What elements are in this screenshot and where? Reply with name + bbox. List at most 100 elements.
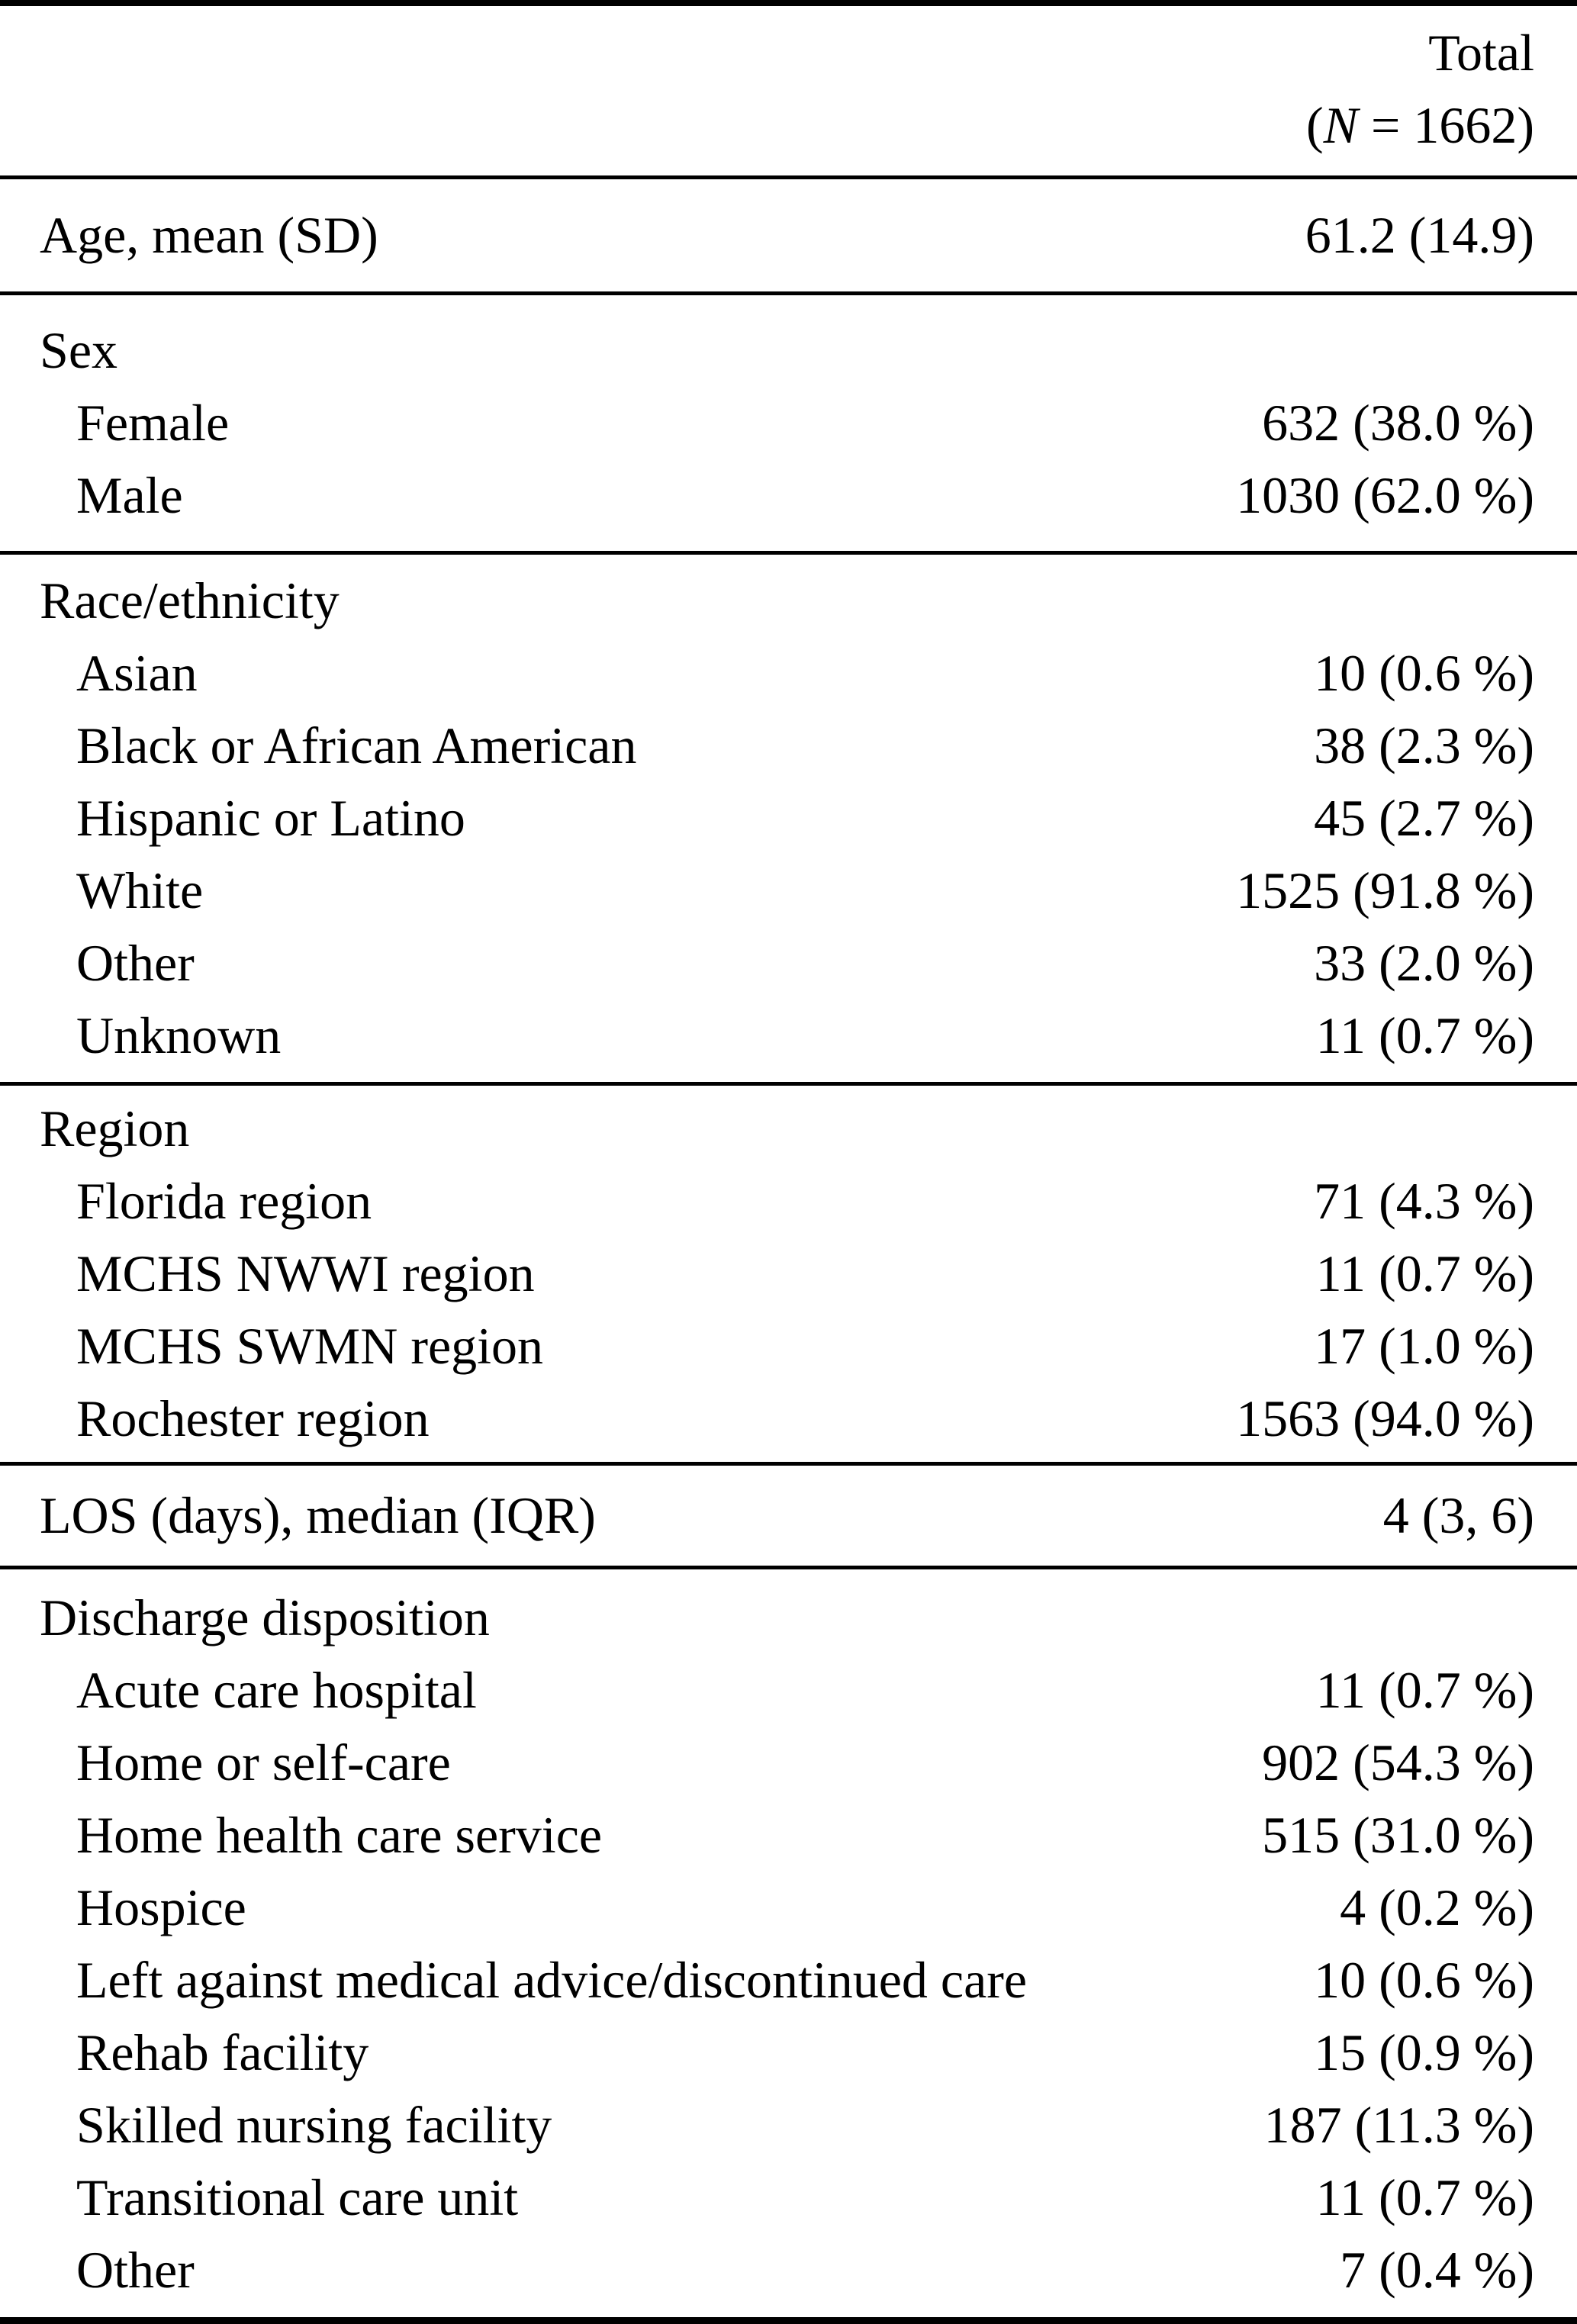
table-section: Age, mean (SD) 61.2 (14.9) [0,179,1577,291]
row-value: 187 (11.3 %) [1263,2096,1534,2154]
row-label: Home or self-care [76,1733,451,1791]
row-label: Left against medical advice/discontinued… [76,1951,1028,2009]
header-row-total: Total [40,17,1534,89]
table-row: Florida region 71 (4.3 %) [40,1165,1534,1238]
table-section: Discharge disposition Acute care hospital… [0,1569,1577,2316]
table-section: Sex Female 632 (38.0 %) Male 1030 (62.0 %) [0,295,1577,551]
row-label: Sex [40,321,117,379]
section-divider-rule [0,1082,1577,1086]
row-label: Unknown [76,1006,282,1064]
row-value: 17 (1.0 %) [1314,1317,1534,1375]
row-label: MCHS SWMN region [76,1317,544,1375]
table-row: Hospice 4 (0.2 %) [40,1872,1534,1944]
row-label: Race/ethnicity [40,571,340,629]
table-row: Asian 10 (0.6 %) [40,637,1534,710]
row-label: Asian [76,644,198,702]
row-value: 1563 (94.0 %) [1236,1389,1534,1447]
table-row: Male 1030 (62.0 %) [40,459,1534,532]
row-value: 11 (0.7 %) [1315,1244,1534,1302]
table-sections: Age, mean (SD) 61.2 (14.9) Sex Female 632 (3… [0,179,1577,2316]
table-row: Transitional care unit 11 (0.7 %) [40,2161,1534,2234]
row-value: 515 (31.0 %) [1262,1806,1534,1864]
row-value: 7 (0.4 %) [1340,2241,1534,2299]
table-row: Home health care service 515 (31.0 %) [40,1799,1534,1872]
row-value: 632 (38.0 %) [1262,394,1534,452]
table-row: Acute care hospital 11 (0.7 %) [40,1654,1534,1727]
table-row: Black or African American 38 (2.3 %) [40,710,1534,782]
table-row: MCHS NWWI region 11 (0.7 %) [40,1238,1534,1310]
table-header-section: Total (N = 1662) [0,6,1577,175]
row-value: 4 (3, 6) [1382,1486,1534,1544]
row-label: Region [40,1099,190,1157]
table-row: Skilled nursing facility 187 (11.3 %) [40,2089,1534,2161]
row-label: Florida region [76,1172,372,1230]
row-label: Rehab facility [76,2023,369,2081]
row-value: 71 (4.3 %) [1314,1172,1534,1230]
row-label: Male [76,466,183,524]
table-row: Home or self-care 902 (54.3 %) [40,1727,1534,1799]
row-value: 61.2 (14.9) [1305,206,1534,264]
table-row: Race/ethnicity [40,565,1534,637]
row-value: 902 (54.3 %) [1262,1733,1534,1791]
table-row: Sex [40,314,1534,387]
header-total-label: Total [1428,24,1534,82]
header-n-symbol: N [1323,96,1358,154]
row-value: 10 (0.6 %) [1314,644,1534,702]
table-section: Race/ethnicity Asian 10 (0.6 %) Black or Af… [0,555,1577,1082]
table-row: Discharge disposition [40,1582,1534,1654]
table-row: Age, mean (SD) 61.2 (14.9) [40,199,1534,272]
table-row: Left against medical advice/discontinued… [40,1944,1534,2017]
row-label: Transitional care unit [76,2168,519,2226]
table-section: LOS (days), median (IQR) 4 (3, 6) [0,1466,1577,1566]
section-divider-rule [0,291,1577,295]
row-label: Home health care service [76,1806,603,1864]
row-label: Skilled nursing facility [76,2096,552,2154]
row-label: White [76,861,204,919]
table-row: Region [40,1093,1534,1165]
row-value: 1030 (62.0 %) [1236,466,1534,524]
table-row: Hispanic or Latino 45 (2.7 %) [40,782,1534,855]
table-row: White 1525 (91.8 %) [40,855,1534,927]
row-label: Hospice [76,1878,246,1936]
row-value: 38 (2.3 %) [1314,716,1534,774]
section-divider-rule [0,551,1577,555]
header-n-open: ( [1305,96,1324,154]
table-row: Other 7 (0.4 %) [40,2234,1534,2306]
section-divider-rule [0,1462,1577,1466]
row-label: LOS (days), median (IQR) [40,1486,596,1544]
row-value: 33 (2.0 %) [1314,934,1534,992]
header-n-rest: = 1662) [1358,96,1534,154]
table-section: Region Florida region 71 (4.3 %) MCHS NWWI … [0,1086,1577,1462]
table-row: Other 33 (2.0 %) [40,927,1534,999]
row-value: 1525 (91.8 %) [1236,861,1534,919]
row-value: 15 (0.9 %) [1314,2023,1534,2081]
row-label: Discharge disposition [40,1588,490,1646]
table-row: Unknown 11 (0.7 %) [40,999,1534,1072]
header-row-n: (N = 1662) [40,89,1534,162]
table-row: Rehab facility 15 (0.9 %) [40,2017,1534,2089]
section-divider-rule [0,1566,1577,1569]
row-value: 45 (2.7 %) [1314,789,1534,847]
row-label: Age, mean (SD) [40,206,378,264]
table-row: Rochester region 1563 (94.0 %) [40,1382,1534,1455]
row-label: Black or African American [76,716,637,774]
row-value: 4 (0.2 %) [1340,1878,1534,1936]
row-label: Other [76,934,195,992]
row-label: Hispanic or Latino [76,789,465,847]
row-label: Other [76,2241,195,2299]
row-label: Female [76,394,230,452]
row-label: MCHS NWWI region [76,1244,535,1302]
table-top-rule [0,0,1577,6]
header-divider-rule [0,175,1577,179]
row-value: 11 (0.7 %) [1315,1661,1534,1719]
row-value: 11 (0.7 %) [1315,1006,1534,1064]
row-label: Acute care hospital [76,1661,477,1719]
table-row: LOS (days), median (IQR) 4 (3, 6) [40,1479,1534,1552]
table-bottom-rule [0,2317,1577,2324]
row-label: Rochester region [76,1389,430,1447]
table-row: MCHS SWMN region 17 (1.0 %) [40,1310,1534,1382]
header-n-label: (N = 1662) [1306,89,1534,162]
row-value: 10 (0.6 %) [1314,1951,1534,2009]
table-row: Female 632 (38.0 %) [40,387,1534,459]
